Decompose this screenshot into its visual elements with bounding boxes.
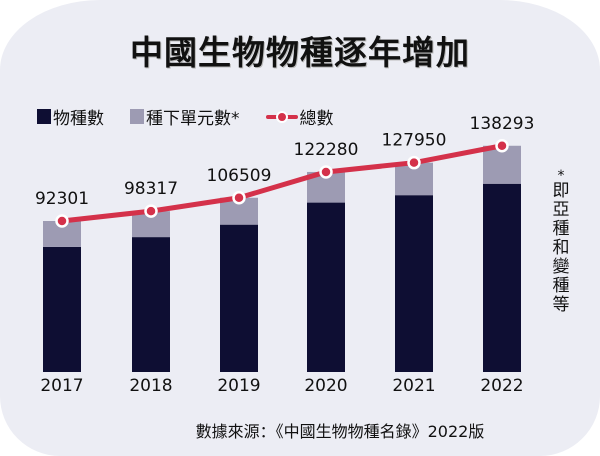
legend-label-species: 物種數	[53, 109, 104, 129]
bar-species-2019	[220, 224, 258, 372]
bar-species-2020	[307, 202, 345, 372]
footnote-char: 種	[552, 276, 570, 296]
data-label-2021: 127950	[382, 131, 447, 151]
source-text: 數據來源：《中國生物物種名錄》2022版	[195, 422, 485, 441]
total-point-2022	[495, 139, 509, 153]
legend-label-total: 總數	[299, 109, 334, 129]
bar-species-2017	[43, 246, 81, 372]
legend-label-infraspecific: 種下單元數*	[146, 109, 240, 129]
total-point-2021	[407, 155, 421, 170]
total-point-2020	[319, 165, 333, 179]
total-point-2019	[232, 191, 246, 205]
x-tick-label: 2017	[40, 376, 83, 396]
data-label-2020: 122280	[294, 140, 359, 160]
legend-item-total: 總數	[265, 104, 334, 129]
chart-title: 中國生物物種逐年增加	[130, 33, 470, 72]
legend-item-species: 物種數	[37, 104, 104, 129]
x-tick-label: 2022	[480, 376, 523, 396]
data-label-2017: 92301	[35, 189, 89, 209]
legend-item-infraspecific: 種下單元數*	[130, 104, 240, 129]
total-point-2017	[55, 214, 69, 228]
data-label-2022: 138293	[470, 114, 535, 134]
x-tick-label: 2018	[129, 376, 172, 396]
legend: 物種數 種下單元數* 總數	[37, 104, 360, 129]
footnote-char: 即	[552, 181, 570, 201]
footnote-char: 種	[552, 219, 570, 239]
total-line	[59, 143, 505, 224]
footnote-char: 亞	[552, 200, 570, 220]
footnote-vertical: * 即亞種和變種等	[552, 168, 570, 315]
bar-species-2022	[483, 183, 521, 372]
x-tick-label: 2019	[217, 376, 260, 396]
footnote-char: 變	[552, 257, 570, 277]
bar-species-2021	[395, 195, 433, 372]
data-label-2019: 106509	[207, 166, 272, 186]
total-point-2018	[144, 204, 158, 218]
footnote-char: *	[557, 168, 565, 184]
x-tick-label: 2021	[392, 376, 435, 396]
footnote-char: 和	[552, 238, 570, 258]
x-tick-label: 2020	[304, 376, 347, 396]
legend-swatch-infraspecific	[130, 109, 144, 124]
legend-swatch-species	[37, 109, 51, 124]
bar-species-2018	[132, 237, 170, 372]
data-label-2018: 98317	[124, 179, 178, 199]
footnote-char: 等	[552, 295, 570, 315]
line-marker-icon	[265, 109, 298, 124]
